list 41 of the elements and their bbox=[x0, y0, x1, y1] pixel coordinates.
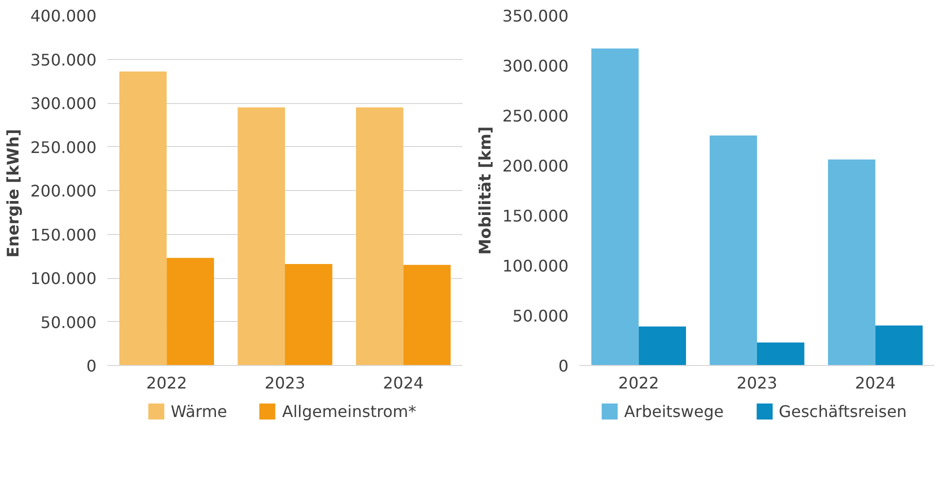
x-tick-label: 2024 bbox=[382, 374, 424, 392]
x-tick-label: 2024 bbox=[854, 374, 896, 392]
y-tick-label: 0 bbox=[86, 356, 97, 376]
y-tick-label: 300.000 bbox=[30, 94, 97, 113]
y-tick-label: 350.000 bbox=[30, 50, 97, 70]
y-tick-label: 350.000 bbox=[502, 6, 569, 26]
legend-label: Allgemeinstrom* bbox=[282, 402, 416, 420]
y-tick-label: 200.000 bbox=[502, 156, 569, 176]
bar bbox=[285, 264, 332, 366]
bar bbox=[828, 160, 876, 366]
y-tick-label: 200.000 bbox=[30, 182, 97, 200]
legend-label: Arbeitswege bbox=[624, 402, 724, 420]
y-tick-label: 50.000 bbox=[40, 312, 96, 332]
y-tick-label: 100.000 bbox=[30, 269, 97, 288]
x-tick-label: 2023 bbox=[264, 374, 306, 392]
bar bbox=[166, 258, 214, 366]
y-tick-label: 150.000 bbox=[30, 225, 97, 244]
legend-label: Wärme bbox=[170, 402, 228, 420]
x-tick-label: 2022 bbox=[618, 374, 660, 392]
y-tick-label: 100.000 bbox=[502, 256, 569, 276]
bar bbox=[403, 264, 451, 366]
y-tick-label: 400.000 bbox=[30, 6, 97, 26]
y-tick-label: 50.000 bbox=[512, 306, 568, 326]
y-axis-title: Mobilität [km] bbox=[475, 126, 494, 255]
y-tick-label: 150.000 bbox=[502, 206, 569, 226]
bar bbox=[356, 107, 404, 366]
y-tick-label: 300.000 bbox=[502, 56, 569, 76]
bar bbox=[710, 136, 757, 366]
bar bbox=[757, 342, 804, 366]
y-axis-title: Energie [kWh] bbox=[3, 128, 22, 258]
bar bbox=[875, 326, 923, 366]
x-tick-label: 2022 bbox=[146, 374, 188, 392]
bar bbox=[591, 48, 639, 366]
bar bbox=[119, 72, 167, 366]
legend-label: Geschäftsreisen bbox=[778, 402, 907, 420]
y-tick-label: 250.000 bbox=[30, 138, 97, 157]
x-tick-label: 2023 bbox=[736, 374, 778, 392]
bar bbox=[238, 107, 285, 366]
y-tick-label: 0 bbox=[558, 356, 569, 376]
y-tick-label: 250.000 bbox=[502, 106, 569, 126]
bar bbox=[638, 326, 686, 366]
